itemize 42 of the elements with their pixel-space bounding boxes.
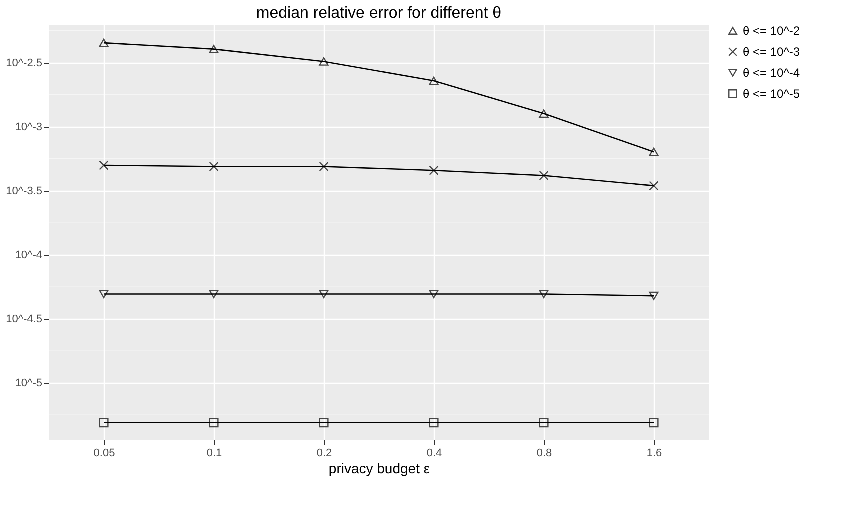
x-tick-label: 1.6 (646, 448, 662, 460)
y-tick-label: 10^-3 (15, 122, 42, 134)
point (649, 148, 659, 156)
x-tick-label: 0.8 (536, 448, 552, 460)
point (99, 418, 109, 428)
point (209, 290, 219, 298)
x-tick-label: 0.1 (206, 448, 222, 460)
x-tick-label: 0.4 (426, 448, 442, 460)
point (429, 166, 439, 176)
point (319, 162, 329, 172)
point (99, 160, 109, 170)
point (319, 290, 329, 298)
point (539, 170, 549, 181)
point (429, 290, 439, 298)
point (539, 110, 549, 118)
y-tick-label: 10^-4.5 (6, 314, 42, 326)
point (99, 38, 109, 48)
x-axis-title: privacy budget ε (328, 460, 430, 476)
point (99, 290, 109, 298)
point (209, 162, 219, 172)
point (209, 418, 219, 428)
point (209, 45, 219, 54)
x-tick-label: 0.2 (316, 448, 332, 460)
point (649, 181, 659, 191)
point (429, 418, 439, 428)
legend-label: θ <= 10^-3 (743, 45, 800, 59)
y-tick-label: 10^-4 (15, 250, 42, 262)
point (649, 292, 659, 300)
point (649, 418, 659, 428)
y-tick-label: 10^-2.5 (6, 58, 42, 70)
point (319, 57, 329, 66)
x-tick-label: 0.05 (94, 448, 116, 460)
point (539, 418, 549, 428)
point (539, 290, 549, 298)
y-tick-label: 10^-5 (15, 378, 42, 390)
point (319, 418, 329, 428)
point (429, 76, 439, 86)
legend-label: θ <= 10^-4 (743, 66, 800, 80)
y-tick-label: 10^-3.5 (6, 186, 42, 198)
legend-label: θ <= 10^-5 (743, 87, 800, 101)
chart-title: median relative error for different θ (256, 5, 502, 22)
legend-label: θ <= 10^-2 (743, 24, 800, 38)
